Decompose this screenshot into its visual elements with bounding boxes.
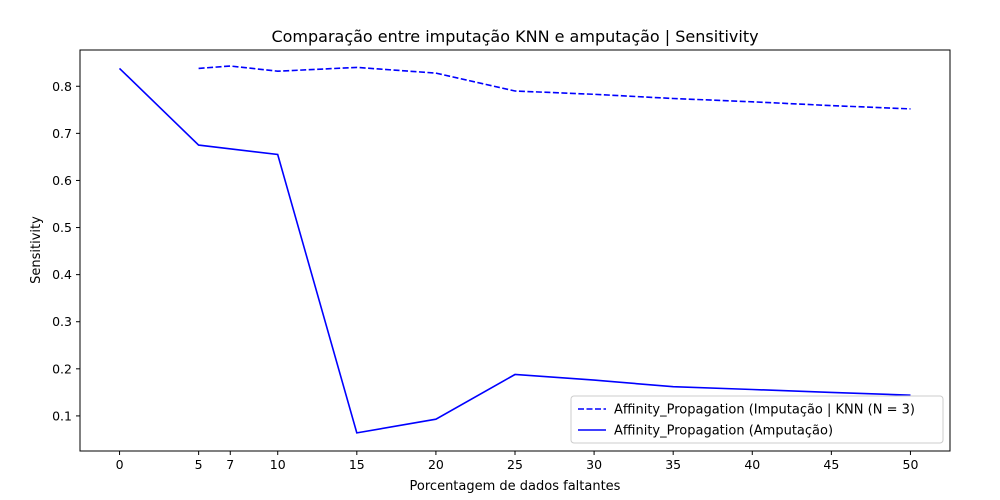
x-tick-label: 10 [270, 457, 286, 472]
x-tick-label: 25 [507, 457, 523, 472]
x-tick-label: 7 [226, 457, 234, 472]
plot-area: 0 5 7 10 15 20 25 30 35 40 45 50 0.1 0.2 0.3 0.4 0.5 0.6 0… [52, 49, 951, 472]
x-tick-label: 15 [349, 457, 365, 472]
y-tick-label: 0.4 [52, 267, 72, 282]
legend-box [570, 395, 944, 444]
y-tick-label: 0.1 [52, 408, 72, 423]
y-tick-label: 0.3 [52, 314, 72, 329]
x-tick-label: 30 [586, 457, 602, 472]
x-tick-label: 20 [428, 457, 444, 472]
x-axis-label: Porcentagem de dados faltantes [410, 479, 621, 494]
y-axis-label: Sensitivity [29, 216, 44, 284]
series-line-1 [198, 65, 911, 110]
y-tick-label: 0.8 [52, 79, 72, 94]
y-tick-label: 0.6 [52, 173, 72, 188]
chart-title: Comparação entre imputação KNN e amputaç… [271, 27, 758, 46]
y-tick-label: 0.2 [52, 361, 72, 376]
x-tick-label: 50 [903, 457, 919, 472]
legend: Affinity_Propagation (Imputação | KNN (N… [570, 395, 944, 444]
x-tick-label: 35 [665, 457, 681, 472]
series-line-2 [118, 67, 911, 434]
x-tick-label: 0 [116, 457, 124, 472]
legend-label-1: Affinity_Propagation (Imputação | KNN (N… [614, 403, 915, 418]
x-tick-label: 5 [195, 457, 203, 472]
legend-label-2: Affinity_Propagation (Amputação) [614, 424, 833, 439]
y-tick-label: 0.7 [52, 126, 72, 141]
x-tick-label: 40 [744, 457, 760, 472]
y-tick-label: 0.5 [52, 220, 72, 235]
x-tick-label: 45 [823, 457, 839, 472]
